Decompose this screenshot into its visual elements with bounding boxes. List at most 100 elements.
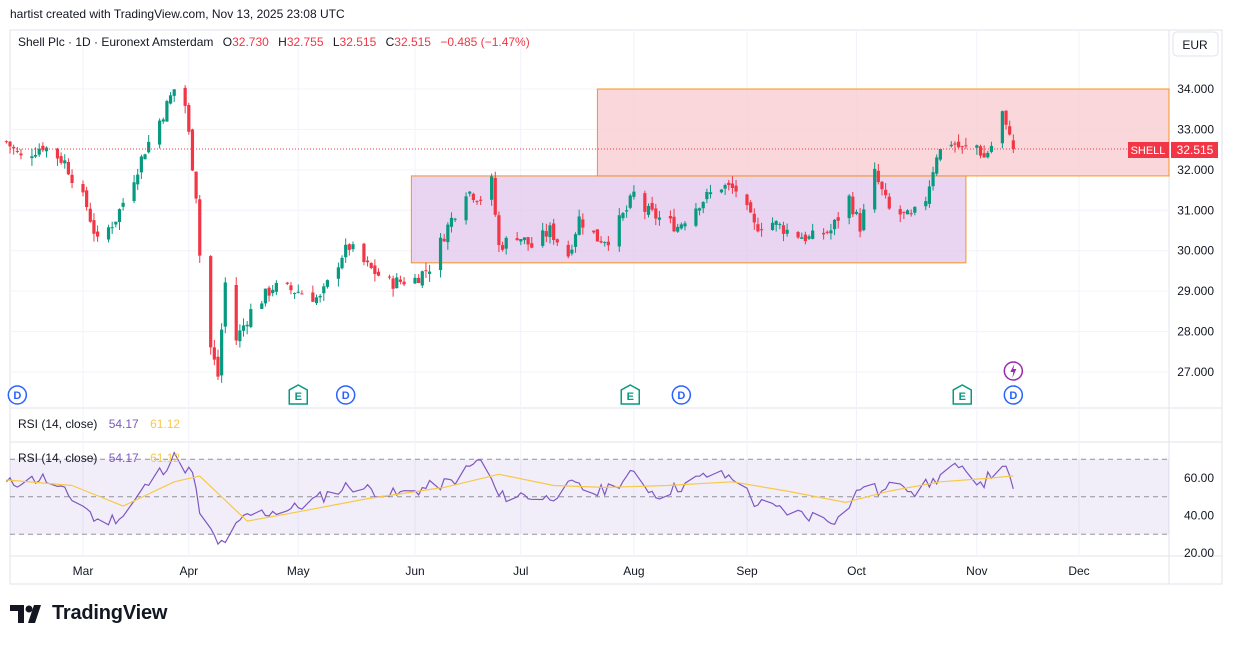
candle-body [420,271,424,286]
price-tick-label: 33.000 [1177,122,1214,136]
earnings-marker-label: E [959,391,966,403]
candle-body [544,231,548,237]
chart-canvas[interactable]: D E D E D E D 34.000 33.000 32.000 31.000 30.000 29… [0,0,1233,600]
earnings-marker-label: E [295,391,302,403]
currency-button[interactable] [1172,31,1219,57]
earnings-marker-label: E [627,391,634,403]
candle-body [796,232,800,238]
candle-body [592,230,596,233]
candle-body [322,286,326,294]
candle-body [672,216,676,232]
candle-body [519,239,523,242]
candle-body [530,243,534,248]
candle-body [581,219,585,228]
currency-label: EUR [1182,38,1208,52]
candle-body [683,223,687,227]
candle-body [442,238,446,242]
candle-body [676,226,680,232]
candle-body [136,174,140,185]
candle-body [117,209,122,223]
candle-body [85,190,89,208]
candle-body [774,221,778,225]
candle-body [778,224,782,226]
candle-body [913,206,917,213]
candle-body [723,185,727,189]
candle-body [41,145,45,151]
candle-body [446,224,450,243]
candle-body [158,120,162,145]
candle-body [132,182,136,202]
candle-body [391,278,395,289]
candle-body [953,143,957,145]
time-tick-label: Jul [513,564,528,578]
candle-body [632,191,636,197]
candle-body [63,160,67,164]
candle-body [311,292,315,302]
candle-body [147,141,151,153]
rsi-legend-2-label: RSI (14, close) [18,451,97,465]
candle-body [220,329,224,376]
rsi-tick-label: 60.00 [1184,471,1214,485]
candle-body [617,215,621,247]
open-label: O [223,35,232,49]
candle-body [657,217,662,220]
earnings-marker [288,384,309,405]
rsi-legend-1-ma: 61.12 [150,417,180,431]
candle-body [905,210,910,215]
candle-body [198,199,202,256]
candle-body [526,237,530,245]
candle-body [541,230,545,246]
close-value: 32.515 [394,35,431,49]
candle-body [110,227,114,229]
candle-body [289,285,293,291]
candle-body [1000,111,1004,144]
candle-body [829,230,833,234]
tradingview-logo[interactable]: TradingView [10,602,167,625]
candle-body [727,182,731,186]
candle-body [376,271,381,276]
candle-body [344,244,348,258]
candle-body [497,215,501,246]
price-tick-label: 32.000 [1177,163,1214,177]
candle-body [55,148,60,159]
change-value: −0.485 (−1.47%) [440,35,529,49]
dividend-marker [671,385,692,405]
candle-body [873,168,877,210]
candle-body [274,283,278,292]
candle-body [88,208,92,222]
candle-body [822,232,826,235]
dividend-marker-label: D [13,390,21,402]
candle-body [263,288,268,304]
candle-body [490,176,494,200]
candle-body [800,237,804,239]
candle-body [573,234,578,247]
candle-body [880,181,884,190]
time-tick-label: Dec [1068,564,1089,578]
candle-body [351,244,355,250]
candle-body [464,196,468,221]
candles [4,85,1015,383]
low-label: L [333,35,340,49]
candle-body [427,271,432,274]
candle-body [19,153,23,156]
candle-body [165,101,169,122]
time-tick-label: Apr [179,564,198,578]
candle-body [1004,110,1008,125]
dividend-marker [335,385,356,405]
symbol-legend: Shell Plc · 1D · Euronext Amsterdam O32.… [18,35,530,49]
candle-body [650,203,654,210]
candle-body [194,171,198,199]
candle-body [978,146,983,156]
candle-body [190,129,195,171]
candle-body [756,224,760,232]
candle-body [522,237,527,241]
candle-body [628,195,632,208]
time-axis: Mar Apr May Jun Jul Aug Sep Oct Nov Dec [73,564,1090,578]
candle-body [209,256,213,348]
candle-body [106,227,111,240]
candle-body [854,211,859,214]
candle-body [570,249,574,254]
high-value: 32.755 [287,35,324,49]
candle-body [924,201,928,207]
